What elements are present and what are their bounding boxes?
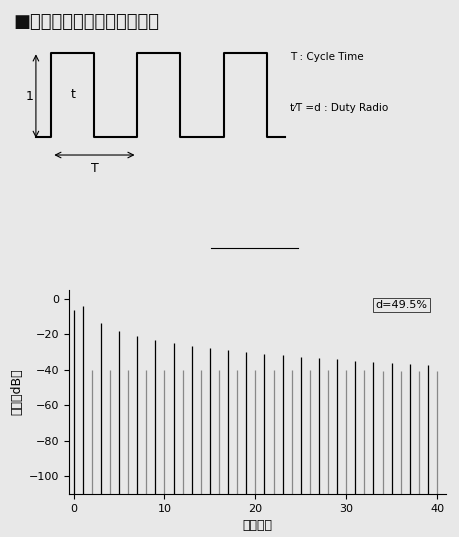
Text: d=49.5%: d=49.5% (375, 300, 426, 310)
Text: T: T (90, 162, 98, 175)
Y-axis label: 强度（dB）: 强度（dB） (10, 369, 23, 415)
Text: t: t (70, 89, 75, 101)
Text: ■数字信号高频谐波分析示例: ■数字信号高频谐波分析示例 (14, 13, 159, 32)
Text: t⁄T =d : Duty Radio: t⁄T =d : Duty Radio (289, 103, 387, 113)
Text: T : Cycle Time: T : Cycle Time (289, 52, 363, 62)
X-axis label: 谐波阶次: 谐波阶次 (242, 519, 272, 532)
Text: 1: 1 (26, 90, 34, 103)
